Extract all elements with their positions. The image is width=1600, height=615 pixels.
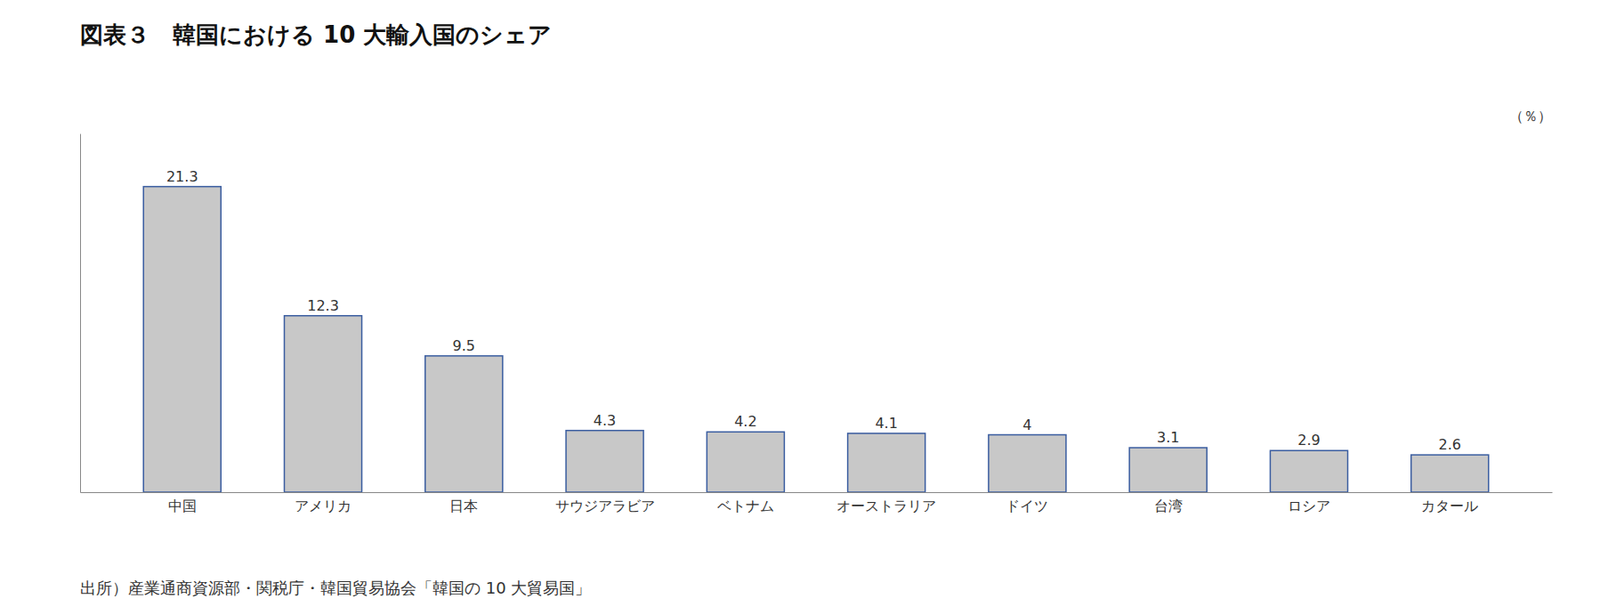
chart: （％） 21.3 12.3 9.5 4.3 4.2 4.1 4 3.1 2.9 2.6 中国 アメリカ 日… — [0, 0, 1600, 615]
x-axis-line — [80, 492, 1553, 493]
data-labels: 21.3 12.3 9.5 4.3 4.2 4.1 4 3.1 2.9 2.6 — [166, 168, 1462, 453]
x-tick: オーストラリア — [836, 492, 937, 515]
x-tick-label: ドイツ — [1005, 497, 1049, 515]
data-label: 2.6 — [1438, 436, 1462, 453]
x-tick: サウジアラビア — [555, 492, 655, 515]
bar — [988, 435, 1067, 493]
x-tick: カタール — [1421, 492, 1479, 515]
data-label: 12.3 — [307, 297, 340, 315]
x-tick: 中国 — [168, 492, 197, 515]
bar — [848, 433, 926, 493]
data-label: 4.1 — [874, 414, 897, 432]
data-label: 2.9 — [1297, 431, 1320, 449]
x-tick-label: 台湾 — [1154, 497, 1183, 515]
data-label: 21.3 — [166, 168, 199, 186]
bar — [1411, 454, 1489, 493]
data-label: 4 — [1022, 416, 1032, 434]
y-axis-line — [80, 134, 81, 493]
x-tick: ドイツ — [1005, 492, 1049, 515]
bar — [143, 186, 221, 493]
data-label: 3.1 — [1156, 428, 1180, 446]
x-tick-label: 日本 — [449, 497, 478, 515]
x-tick: ロシア — [1287, 492, 1331, 515]
x-tick: アメリカ — [294, 492, 352, 515]
y-axis-label: （％） — [1509, 107, 1552, 125]
x-tick: ベトナム — [717, 492, 775, 515]
bar — [706, 431, 784, 493]
bar — [284, 315, 363, 493]
plot-area: （％） 21.3 12.3 9.5 4.3 4.2 4.1 4 3.1 2.9 2.6 中国 アメリカ 日… — [80, 107, 1553, 515]
data-label: 9.5 — [452, 337, 476, 355]
title: 図表３ 韓国における 10 大輸入国のシェア — [80, 21, 552, 49]
x-tick-label: サウジアラビア — [555, 497, 655, 515]
x-tick-label: ロシア — [1287, 497, 1331, 515]
bars — [143, 186, 1489, 493]
bar — [565, 430, 644, 493]
bar — [1269, 450, 1348, 493]
bar — [1129, 447, 1207, 493]
x-axis: 中国 アメリカ 日本 サウジアラビア ベトナム オーストラリア ドイツ 台湾 ロシア カタール — [80, 492, 1553, 515]
x-tick: 台湾 — [1154, 492, 1183, 515]
bar — [425, 355, 503, 493]
data-label: 4.2 — [734, 412, 757, 430]
source: 出所）産業通商資源部・関税庁・韓国貿易協会「韓国の 10 大貿易国」 — [80, 578, 591, 598]
x-tick: 日本 — [449, 492, 478, 515]
x-tick-label: ベトナム — [717, 497, 775, 515]
x-tick-label: アメリカ — [294, 497, 352, 515]
x-tick-label: オーストラリア — [836, 497, 937, 515]
data-label: 4.3 — [593, 412, 616, 429]
y-axis — [80, 134, 81, 493]
x-tick-label: カタール — [1421, 497, 1479, 515]
x-tick-label: 中国 — [168, 497, 197, 515]
